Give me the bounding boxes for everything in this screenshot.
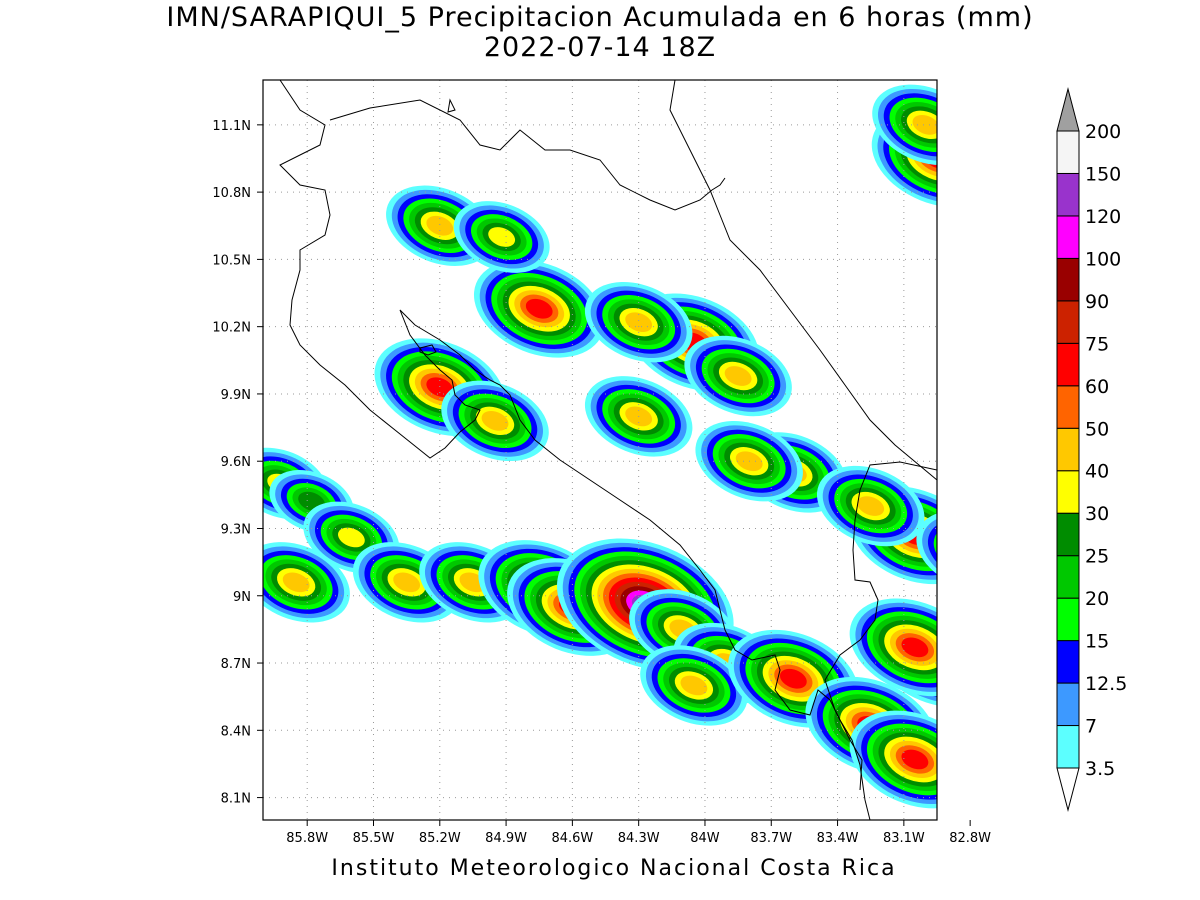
y-tick-label: 9.6N xyxy=(221,455,251,470)
precip-cell xyxy=(684,335,792,417)
precip-cell xyxy=(386,185,494,266)
x-tick-label: 84W xyxy=(690,831,720,846)
color-legend: 3.5 7 12.5 15 20 25 30 40 50 60 75 90 100 120 150 200 xyxy=(1056,87,1127,812)
x-tick-label: 82.8W xyxy=(949,831,991,846)
x-tick-label: 83.1W xyxy=(883,831,925,846)
coastline-caribbean xyxy=(669,80,937,481)
legend-label: 30 xyxy=(1085,503,1109,525)
legend-swatch xyxy=(1056,130,1080,174)
legend-label: 12.5 xyxy=(1085,673,1127,695)
legend-swatch xyxy=(1056,725,1080,769)
precip-cell xyxy=(640,645,748,726)
legend-swatch xyxy=(1056,342,1080,387)
legend-swatch xyxy=(1056,597,1080,642)
legend-label: 3.5 xyxy=(1085,758,1115,780)
x-tick-label: 84.9W xyxy=(485,831,527,846)
chart-subtitle-date: 2022-07-14 18Z xyxy=(483,32,717,63)
legend-label: 15 xyxy=(1085,631,1109,653)
y-tick-label: 8.4N xyxy=(221,724,251,739)
border-nicaragua xyxy=(329,99,726,211)
legend-swatch xyxy=(1056,300,1080,344)
coastline xyxy=(279,80,937,820)
legend-arrow-bottom xyxy=(1056,767,1080,812)
x-tick-label: 85.2W xyxy=(419,831,461,846)
x-tick-label: 83.4W xyxy=(817,831,859,846)
legend-arrow-top xyxy=(1056,87,1080,132)
legend-label: 25 xyxy=(1085,546,1109,568)
x-tick-label: 85.8W xyxy=(286,831,328,846)
x-tick-label: 85.5W xyxy=(353,831,395,846)
map-frame xyxy=(262,79,938,821)
y-tick-label: 10.2N xyxy=(212,321,251,336)
legend-swatch xyxy=(1056,555,1080,599)
legend-label: 200 xyxy=(1085,121,1121,143)
y-tick-label: 8.1N xyxy=(221,792,251,807)
border-panama xyxy=(824,461,937,791)
coastline-pacific xyxy=(279,80,871,820)
legend-swatch xyxy=(1056,470,1080,514)
legend-label: 90 xyxy=(1085,291,1109,313)
legend-label: 50 xyxy=(1085,418,1109,440)
legend-label: 75 xyxy=(1085,333,1109,355)
x-axis-ticks: 85.8W 85.5W 85.2W 84.9W 84.6W 84.3W 84W 83.7W 83… xyxy=(286,820,991,846)
precip-cell xyxy=(263,542,350,623)
y-tick-label: 9.9N xyxy=(221,388,251,403)
legend-label: 100 xyxy=(1085,248,1121,270)
x-tick-label: 84.6W xyxy=(551,831,593,846)
y-tick-label: 9.3N xyxy=(221,522,251,537)
legend-label: 40 xyxy=(1085,461,1109,483)
y-tick-label: 11.1N xyxy=(212,119,251,134)
legend-swatch xyxy=(1056,385,1080,429)
y-axis-ticks: 8.1N 8.4N 8.7N 9N 9.3N 9.6N 9.9N 10.2N 10.5N 10.8… xyxy=(212,119,263,807)
grid-lines xyxy=(263,80,937,820)
y-tick-label: 10.8N xyxy=(212,186,251,201)
y-tick-label: 10.5N xyxy=(212,253,251,268)
legend-label: 7 xyxy=(1085,716,1097,738)
precip-cell xyxy=(453,201,550,273)
legend-label: 20 xyxy=(1085,588,1109,610)
chart-title: IMN/SARAPIQUI_5 Precipitacion Acumulada … xyxy=(166,2,1034,33)
x-tick-label: 84.3W xyxy=(618,831,660,846)
legend-swatch xyxy=(1056,257,1080,302)
precip-cell xyxy=(849,598,937,697)
legend-label: 120 xyxy=(1085,206,1121,228)
precip-cell xyxy=(872,84,937,166)
legend-label: 60 xyxy=(1085,376,1109,398)
y-tick-label: 8.7N xyxy=(221,657,251,672)
map-area xyxy=(263,80,937,820)
y-tick-label: 9N xyxy=(233,590,251,605)
legend-swatch xyxy=(1056,512,1080,557)
legend-label: 150 xyxy=(1085,163,1121,185)
legend-swatch xyxy=(1056,682,1080,727)
x-tick-label: 83.7W xyxy=(750,831,792,846)
precip-cell xyxy=(584,281,693,363)
lake-nicaragua-islet xyxy=(447,98,456,113)
precip-cell xyxy=(441,380,549,462)
legend-swatch xyxy=(1056,427,1080,472)
legend-swatch xyxy=(1056,172,1080,217)
precip-cell xyxy=(816,465,925,547)
precip-cell xyxy=(849,710,937,809)
legend-swatch xyxy=(1056,640,1080,684)
island-gulf-nicoya xyxy=(419,344,437,356)
footer-credit: Instituto Meteorologico Nacional Costa R… xyxy=(331,856,897,881)
legend-swatch xyxy=(1056,215,1080,259)
